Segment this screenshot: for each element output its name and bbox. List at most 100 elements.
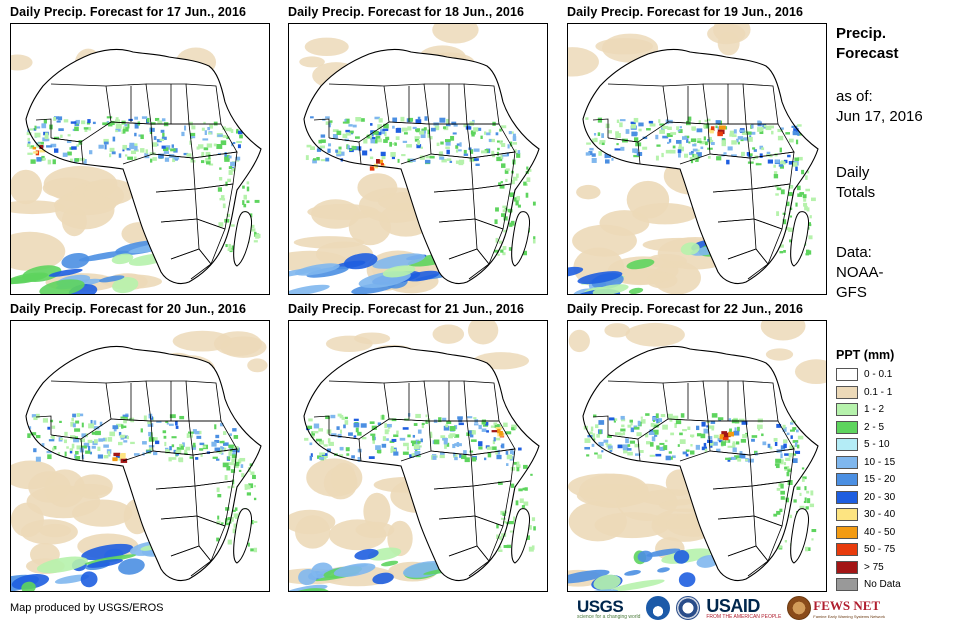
rain-pixel <box>704 448 708 453</box>
rain-pixel <box>348 432 353 436</box>
rain-pixel <box>164 157 170 162</box>
rain-pixel <box>473 148 480 152</box>
rain-pixel <box>503 422 508 428</box>
africa-map <box>289 24 540 294</box>
rain-pixel <box>686 138 689 143</box>
rain-pixel <box>429 155 435 159</box>
rain-pixel <box>217 493 222 498</box>
rain-pixel <box>421 422 425 426</box>
rain-pixel <box>332 129 339 132</box>
rain-pixel <box>180 445 184 450</box>
rain-pixel <box>370 139 376 144</box>
rain-pixel <box>370 131 374 137</box>
rain-pixel <box>244 484 249 487</box>
rain-pixel <box>70 158 73 162</box>
rain-pixel <box>804 546 809 552</box>
rain-pixel <box>783 462 787 466</box>
rain-pixel <box>250 471 255 475</box>
rain-pixel <box>341 416 345 420</box>
rain-pixel <box>47 426 51 430</box>
rain-pixel <box>790 215 793 218</box>
rain-pixel <box>627 451 633 456</box>
rain-pixel <box>412 126 417 130</box>
rain-pixel <box>224 475 228 480</box>
rain-cell <box>39 279 85 294</box>
rain-pixel <box>345 118 350 124</box>
rain-pixel <box>805 188 811 192</box>
rain-pixel <box>533 236 536 241</box>
rain-pixel <box>486 132 491 136</box>
rain-pixel <box>316 157 320 161</box>
coastline <box>582 49 819 285</box>
rain-pixel <box>516 152 521 158</box>
rain-pixel <box>87 119 91 124</box>
rain-pixel <box>326 448 331 453</box>
rain-pixel <box>214 439 220 443</box>
rain-pixel <box>532 201 536 206</box>
land-mass <box>26 49 261 284</box>
rain-pixel <box>751 435 758 438</box>
rain-pixel <box>506 544 511 549</box>
rain-pixel <box>190 158 193 162</box>
rain-pixel <box>501 443 505 449</box>
rain-pixel <box>35 434 41 439</box>
rain-pixel <box>239 457 246 462</box>
rain-pixel <box>332 133 338 139</box>
rain-pixel <box>649 429 654 434</box>
rain-pixel <box>208 132 212 135</box>
rain-pixel <box>505 431 512 435</box>
country-border <box>592 118 609 138</box>
rain-pixel <box>780 490 785 495</box>
rain-pixel <box>505 168 510 171</box>
rain-pixel <box>495 237 499 243</box>
dry-area <box>11 231 66 271</box>
rain-pixel <box>170 148 176 152</box>
rain-pixel <box>228 166 233 170</box>
rain-pixel <box>723 152 727 155</box>
land-mass <box>583 49 818 284</box>
rain-pixel <box>678 129 683 134</box>
rain-pixel <box>593 133 597 136</box>
rain-pixel <box>66 139 72 144</box>
dry-area <box>632 203 698 225</box>
rain-pixel <box>528 546 534 552</box>
rain-pixel <box>734 455 740 460</box>
rain-pixel <box>381 154 386 160</box>
rain-pixel <box>247 542 250 547</box>
legend-swatch <box>836 438 858 452</box>
rain-pixel <box>231 454 237 459</box>
rain-pixel <box>446 158 452 161</box>
rain-pixel <box>466 416 473 419</box>
rain-pixel <box>727 445 733 448</box>
heavy-rain-pixel <box>709 130 714 134</box>
rain-pixel <box>411 453 415 457</box>
rain-pixel <box>648 431 655 436</box>
rain-pixel <box>107 122 113 127</box>
rain-pixel <box>377 138 382 143</box>
rain-pixel <box>123 440 128 443</box>
rain-pixel <box>598 441 604 447</box>
rain-pixel <box>373 130 379 135</box>
rain-pixel <box>75 450 79 455</box>
rain-pixel <box>158 153 164 159</box>
rain-pixel <box>59 420 62 423</box>
precip-map <box>288 23 548 295</box>
rain-pixel <box>469 157 475 162</box>
rain-pixel <box>533 526 536 531</box>
rain-pixel <box>316 148 322 152</box>
rain-pixel <box>703 136 706 141</box>
rain-pixel <box>795 166 798 171</box>
heavy-rain-pixel <box>33 151 38 154</box>
rain-pixel <box>677 444 680 447</box>
rain-pixel <box>416 130 420 133</box>
rain-pixel <box>385 136 390 141</box>
rain-pixel <box>353 418 359 421</box>
rain-pixel <box>729 428 732 433</box>
rain-pixel <box>53 136 60 140</box>
heavy-rain-pixel <box>719 434 724 438</box>
rain-pixel <box>389 141 393 147</box>
rain-pixel <box>708 425 715 429</box>
rain-pixel <box>685 453 689 457</box>
heavy-rain-pixel <box>39 149 46 153</box>
rain-pixel <box>450 135 455 141</box>
